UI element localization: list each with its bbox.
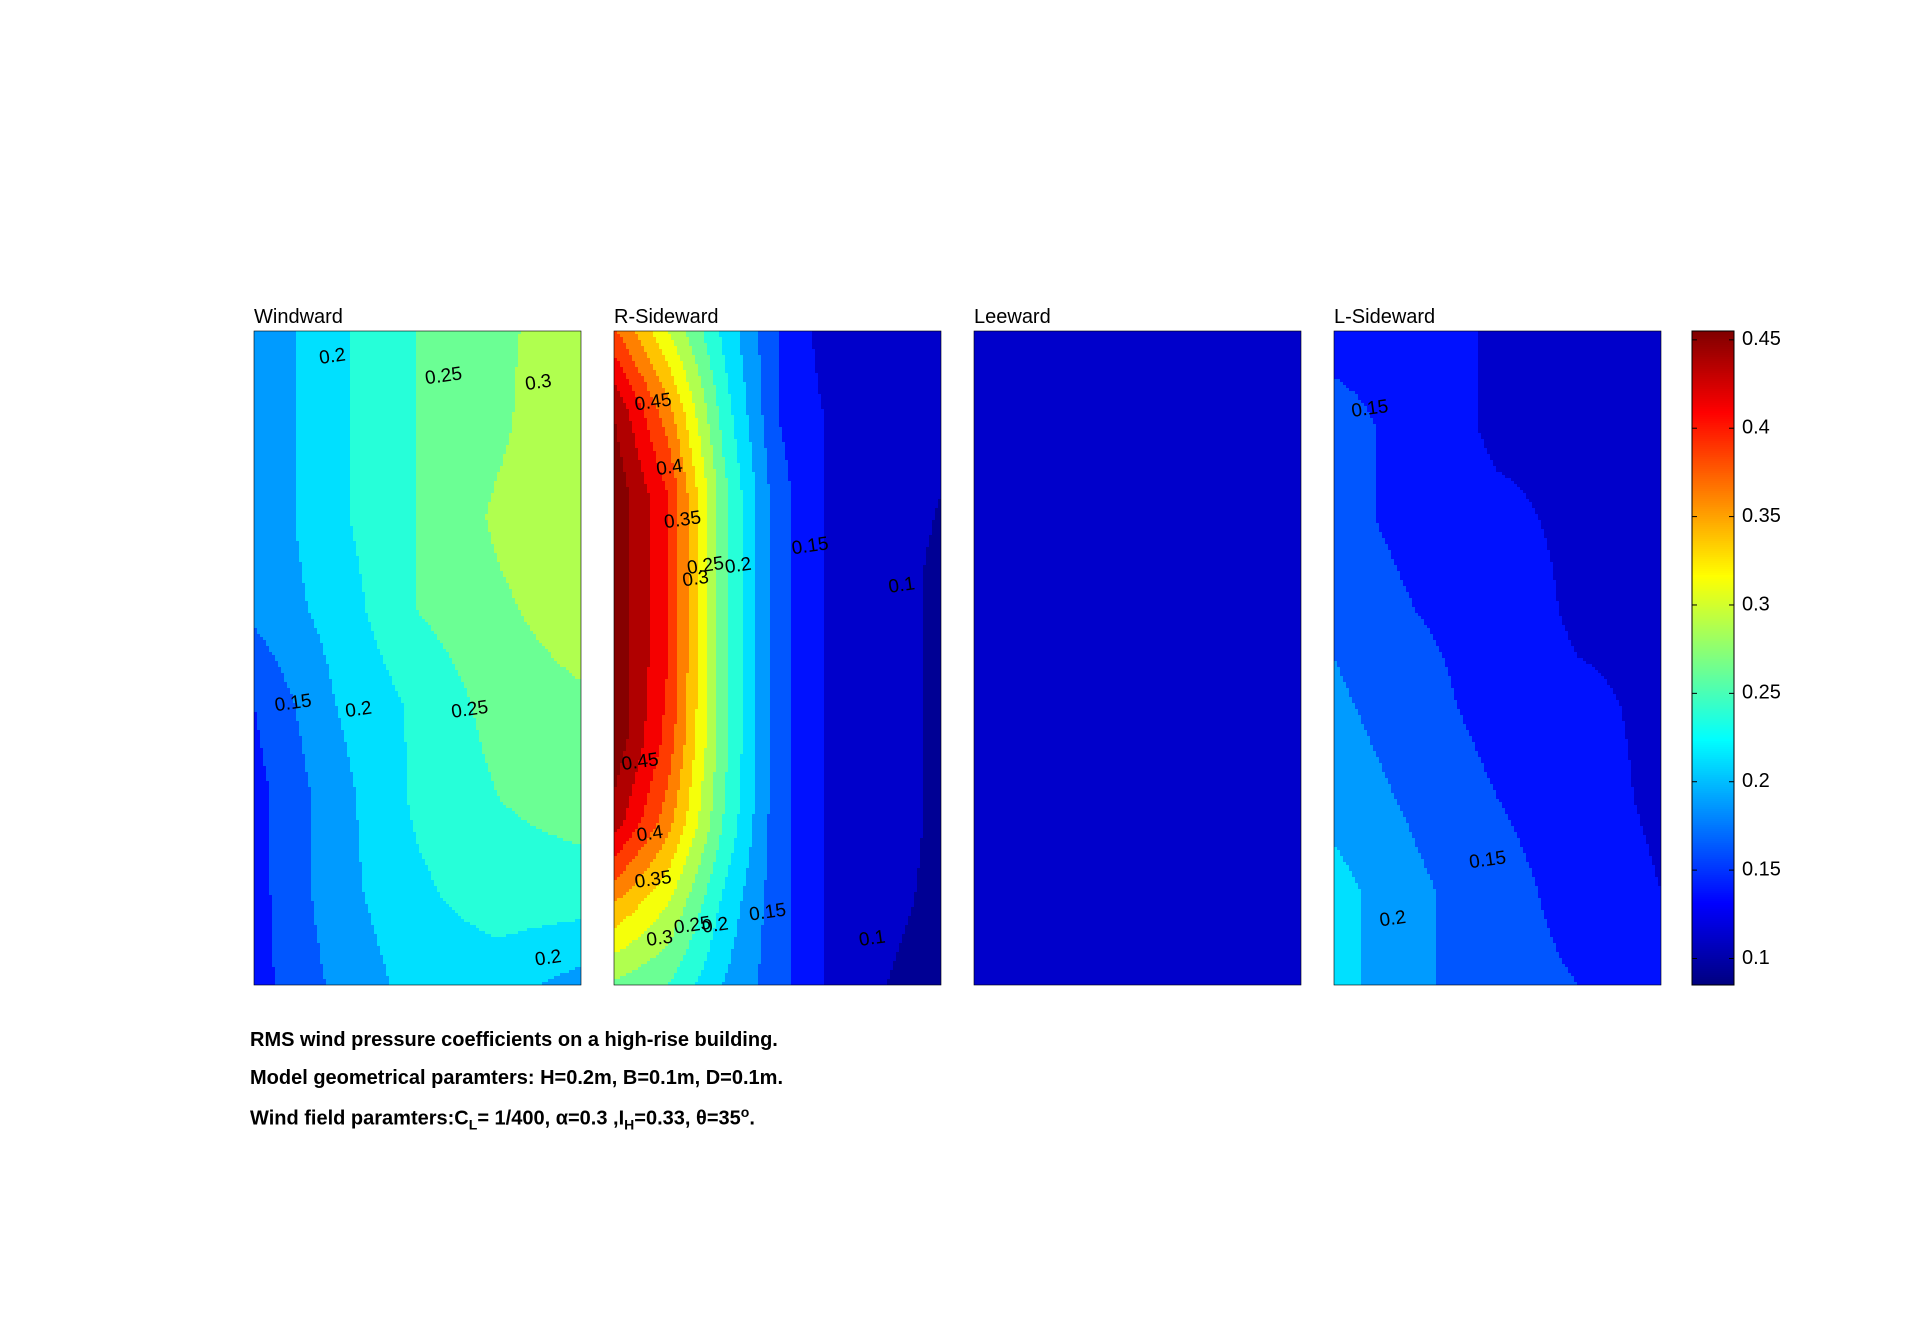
panel-title: R-Sideward [614, 306, 718, 328]
contour-label: 0.3 [524, 371, 553, 395]
contour-label: 0.2 [724, 554, 753, 578]
panel-title: Windward [254, 306, 343, 328]
contour-label: 0.2 [318, 344, 347, 368]
contour-label: 0.1 [858, 927, 887, 951]
colorbar-tick-label: 0.15 [1742, 858, 1781, 880]
contour-label: 0.2 [534, 946, 563, 970]
caption-line-2: Model geometrical paramters: H=0.2m, B=0… [250, 1067, 783, 1090]
caption-line-1: RMS wind pressure coefficients on a high… [250, 1029, 778, 1052]
contour-label: 0.2 [344, 698, 373, 722]
contour-label: 0.4 [655, 456, 685, 481]
colorbar: 0.1 0.15 0.2 0.25 0.3 0.35 0.4 0.45 [1692, 328, 1781, 985]
colorbar-gradient [1692, 331, 1734, 985]
colorbar-tick-label: 0.25 [1742, 682, 1781, 704]
caption-ih-subscript: H [624, 1117, 634, 1133]
caption-line-3: Wind field paramters:CL= 1/400, α=0.3 ,I… [250, 1104, 755, 1133]
colorbar-tick-label: 0.4 [1742, 416, 1770, 438]
panel-r-sideward: R-Sideward0.450.40.350.250.20.30.150.10.… [614, 306, 941, 985]
colorbar-tick-label: 0.2 [1742, 770, 1770, 792]
panel-leeward: Leeward [974, 306, 1301, 985]
colorbar-tick-label: 0.3 [1742, 593, 1770, 615]
colorbar-tick-label: 0.35 [1742, 505, 1781, 527]
colorbar-tick-label: 0.1 [1742, 947, 1770, 969]
panel-title: L-Sideward [1334, 306, 1435, 328]
panel-title: Leeward [974, 306, 1051, 328]
caption-ih-value: =0.33, θ=35 [634, 1108, 740, 1130]
contour-label: 0.2 [701, 913, 730, 937]
contour-label: 0.2 [1378, 907, 1407, 931]
colorbar-tick-label: 0.45 [1742, 328, 1781, 350]
contour-field [254, 331, 581, 985]
contour-label: 0.1 [887, 573, 916, 597]
contour-field [974, 331, 1301, 985]
caption-cl-value: = 1/400, α=0.3 ,I [477, 1108, 624, 1130]
contour-label: 0.3 [645, 927, 674, 951]
caption-suffix: . [749, 1108, 755, 1130]
contour-label: 0.4 [635, 822, 665, 847]
contour-field [1334, 331, 1661, 985]
caption-wind-prefix: Wind field paramters:C [250, 1108, 469, 1130]
contour-label: 0.3 [681, 567, 710, 591]
